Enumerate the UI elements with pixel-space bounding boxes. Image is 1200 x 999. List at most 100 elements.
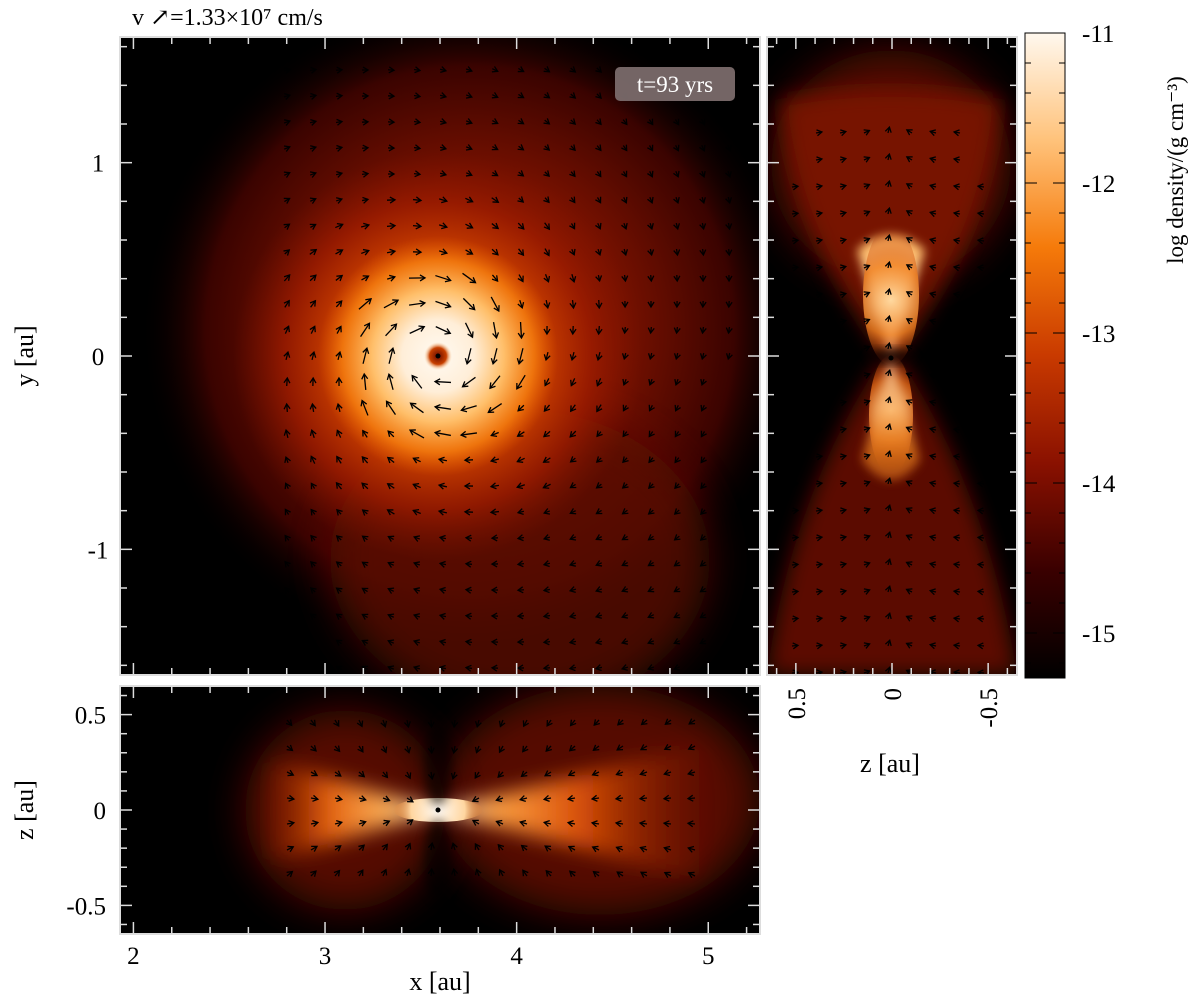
velocity-arrow — [791, 642, 800, 650]
velocity-arrow — [412, 196, 423, 204]
velocity-arrow — [361, 372, 369, 391]
velocity-arrow — [647, 664, 655, 671]
velocity-arrow — [928, 588, 937, 596]
velocity-arrow — [952, 642, 961, 650]
velocity-arrow — [543, 351, 551, 362]
velocity-arrow — [404, 868, 412, 877]
velocity-arrow — [439, 170, 448, 177]
velocity-arrow — [663, 743, 672, 751]
velocity-arrow — [648, 378, 655, 386]
velocity-arrow — [815, 291, 824, 299]
velocity-arrow — [699, 274, 707, 283]
velocity-arrow — [492, 322, 500, 340]
velocity-arrow — [309, 248, 318, 256]
velocity-arrow — [567, 845, 576, 852]
velocity-arrow — [520, 770, 528, 778]
velocity-arrow — [590, 820, 600, 828]
velocity-arrow — [474, 771, 481, 780]
velocity-arrow — [285, 719, 293, 727]
velocity-arrow — [451, 719, 459, 729]
velocity-arrow — [283, 197, 291, 204]
velocity-arrow — [928, 453, 937, 461]
velocity-arrow — [433, 429, 451, 437]
velocity-arrow — [674, 482, 681, 490]
velocity-arrow — [976, 480, 985, 488]
velocity-arrow — [863, 480, 871, 487]
velocity-arrow — [309, 325, 316, 334]
velocity-arrow — [664, 718, 672, 725]
velocity-arrow — [928, 480, 937, 488]
velocity-arrow — [905, 534, 913, 541]
velocity-arrow — [952, 210, 961, 218]
velocity-arrow — [380, 745, 388, 754]
velocity-arrow — [283, 119, 292, 126]
velocity-arrow — [542, 560, 551, 568]
velocity-arrow — [673, 222, 681, 231]
velocity-arrow — [663, 871, 672, 878]
velocity-arrow — [309, 587, 317, 594]
velocity-arrow — [412, 561, 421, 568]
velocity-arrow — [595, 222, 602, 230]
velocity-arrow — [595, 325, 603, 336]
velocity-arrow — [688, 718, 696, 725]
velocity-arrow — [465, 92, 473, 99]
velocity-arrow — [362, 429, 369, 438]
velocity-arrow — [360, 322, 371, 338]
velocity-arrow — [409, 402, 424, 414]
velocity-arrow — [387, 561, 395, 568]
velocity-arrow — [522, 869, 529, 877]
velocity-arrow — [361, 144, 370, 152]
velocity-arrow — [388, 347, 396, 364]
velocity-arrow — [357, 745, 364, 753]
velocity-arrow — [497, 843, 505, 851]
velocity-arrow — [673, 196, 680, 205]
velocity-arrow — [621, 248, 629, 257]
velocity-arrow — [380, 719, 388, 728]
velocity-arrow — [976, 318, 985, 326]
x-tick-label: 3 — [319, 943, 332, 970]
velocity-arrow — [791, 318, 800, 326]
velocity-arrow — [569, 325, 577, 336]
velocity-arrow — [361, 66, 370, 74]
velocity-arrow — [905, 561, 913, 568]
velocity-arrow — [491, 118, 499, 125]
velocity-arrow — [976, 588, 985, 596]
velocity-arrow — [451, 867, 459, 877]
velocity-arrow — [542, 664, 551, 672]
velocity-arrow — [411, 374, 423, 389]
velocity-arrow — [309, 639, 317, 646]
velocity-arrow — [595, 586, 603, 593]
velocity-arrow — [595, 66, 603, 73]
velocity-arrow — [517, 299, 525, 310]
velocity-arrow — [620, 664, 629, 671]
velocity-arrow — [335, 144, 344, 152]
velocity-arrow — [543, 274, 551, 283]
velocity-arrow — [725, 300, 733, 309]
velocity-arrow — [413, 144, 422, 152]
velocity-arrow — [725, 170, 732, 179]
velocity-arrow — [543, 325, 551, 336]
velocity-arrow — [929, 345, 937, 353]
velocity-arrow — [543, 196, 550, 204]
velocity-arrow — [518, 795, 528, 803]
velocity-arrow — [952, 453, 961, 461]
velocity-arrow — [929, 237, 937, 245]
velocity-arrow — [815, 453, 824, 461]
velocity-arrow — [490, 430, 499, 438]
velocity-arrow — [517, 170, 525, 177]
velocity-arrow — [362, 347, 370, 364]
velocity-arrow — [462, 272, 477, 284]
velocity-arrow — [569, 222, 576, 230]
velocity-arrow — [283, 93, 292, 100]
velocity-arrow — [437, 482, 448, 490]
velocity-arrow — [438, 560, 447, 568]
velocity-arrow — [435, 274, 452, 283]
velocity-arrow — [569, 351, 577, 362]
xy-central-point — [435, 353, 441, 359]
velocity-arrow — [595, 482, 603, 489]
velocity-arrow — [439, 118, 448, 125]
velocity-arrow — [335, 325, 342, 334]
velocity-arrow — [647, 326, 655, 335]
velocity-arrow — [309, 428, 317, 439]
velocity-arrow — [699, 326, 707, 335]
